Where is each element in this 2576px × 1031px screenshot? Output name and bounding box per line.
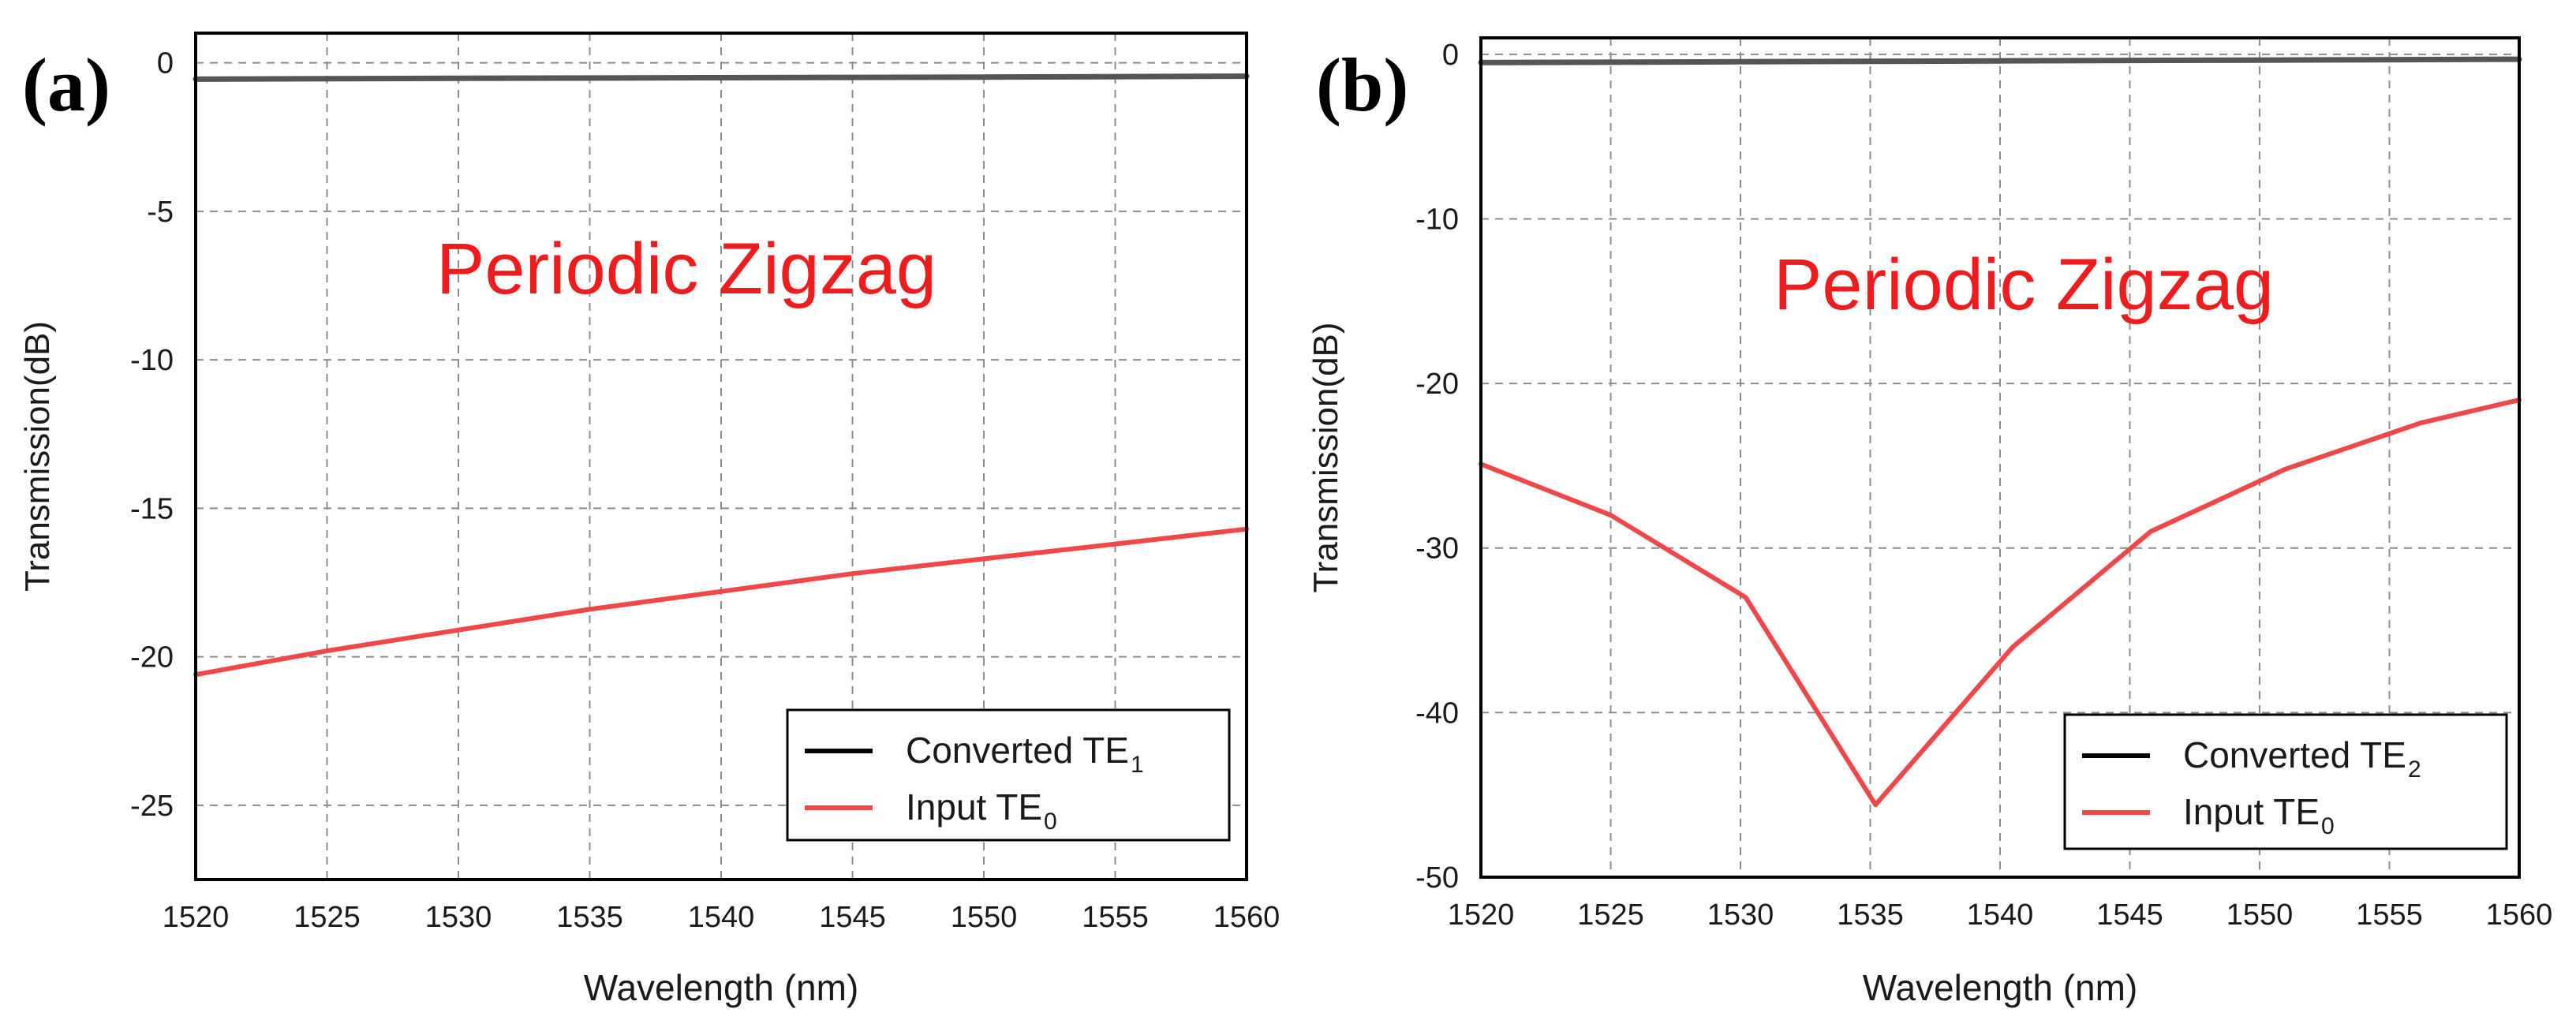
- x-tick-label: 1540: [1967, 898, 2034, 932]
- y-tick-label: -30: [1415, 532, 1459, 566]
- y-tick-label: -15: [130, 492, 174, 525]
- x-axis-title: Wavelength (nm): [584, 967, 859, 1008]
- legend-label: Input TE: [906, 786, 1042, 827]
- plot-frame: [1479, 36, 2521, 879]
- y-tick-label: -10: [1415, 203, 1459, 236]
- y-axis-title: Transmission(dB): [1307, 322, 1345, 592]
- y-axis-title: Transmission(dB): [18, 321, 57, 592]
- x-tick-label: 1540: [688, 901, 755, 934]
- y-tick-label: -20: [130, 641, 174, 674]
- x-tick-label: 1555: [2356, 898, 2423, 932]
- chart-annotation: Periodic Zigzag: [1774, 245, 2274, 325]
- x-tick-label: 1535: [556, 901, 623, 934]
- y-tick-label: -10: [130, 344, 174, 377]
- y-tick-label: 0: [157, 47, 174, 80]
- chart-annotation: Periodic Zigzag: [436, 229, 937, 309]
- y-tick-label: 0: [1442, 39, 1459, 72]
- x-tick-label: 1560: [1213, 901, 1281, 934]
- series-line-input-te0: [1479, 398, 2522, 808]
- panel-label: (b): [1316, 43, 1408, 127]
- x-tick-label: 1525: [1577, 898, 1644, 932]
- series-line-converted-te1: [193, 73, 1250, 82]
- legend-box: [2063, 713, 2508, 850]
- y-tick-label: -50: [1415, 861, 1459, 895]
- x-tick-label: 1520: [1448, 898, 1515, 932]
- x-tick-label: 1545: [2096, 898, 2163, 932]
- legend-box: [786, 708, 1231, 842]
- series-line-converted-te2: [1478, 56, 2522, 65]
- x-tick-label: 1525: [293, 901, 361, 934]
- legend-label: Converted TE: [906, 730, 1129, 771]
- legend-subscript: 0: [1044, 809, 1057, 835]
- x-tick-label: 1535: [1837, 898, 1904, 932]
- x-tick-label: 1555: [1082, 901, 1149, 934]
- x-tick-label: 1530: [425, 901, 492, 934]
- x-tick-label: 1545: [819, 901, 886, 934]
- legend-subscript: 0: [2321, 813, 2335, 839]
- panel-label: (a): [22, 43, 110, 127]
- x-axis-title: Wavelength (nm): [1863, 967, 2138, 1008]
- x-tick-label: 1530: [1707, 898, 1774, 932]
- legend-subscript: 2: [2408, 756, 2421, 783]
- series-line-input-te0: [193, 526, 1249, 678]
- y-tick-label: -20: [1415, 368, 1459, 401]
- legend-subscript: 1: [1131, 752, 1144, 778]
- y-tick-label: -25: [130, 790, 174, 823]
- x-tick-label: 1560: [2486, 898, 2553, 932]
- y-tick-label: -40: [1415, 697, 1459, 730]
- legend-label: Input TE: [2183, 791, 2320, 832]
- legend-label: Converted TE: [2183, 734, 2406, 775]
- x-tick-label: 1550: [2226, 898, 2294, 932]
- y-tick-label: -5: [147, 196, 174, 229]
- x-tick-label: 1520: [163, 901, 230, 934]
- x-tick-label: 1550: [951, 901, 1018, 934]
- plot-frame: [194, 32, 1248, 881]
